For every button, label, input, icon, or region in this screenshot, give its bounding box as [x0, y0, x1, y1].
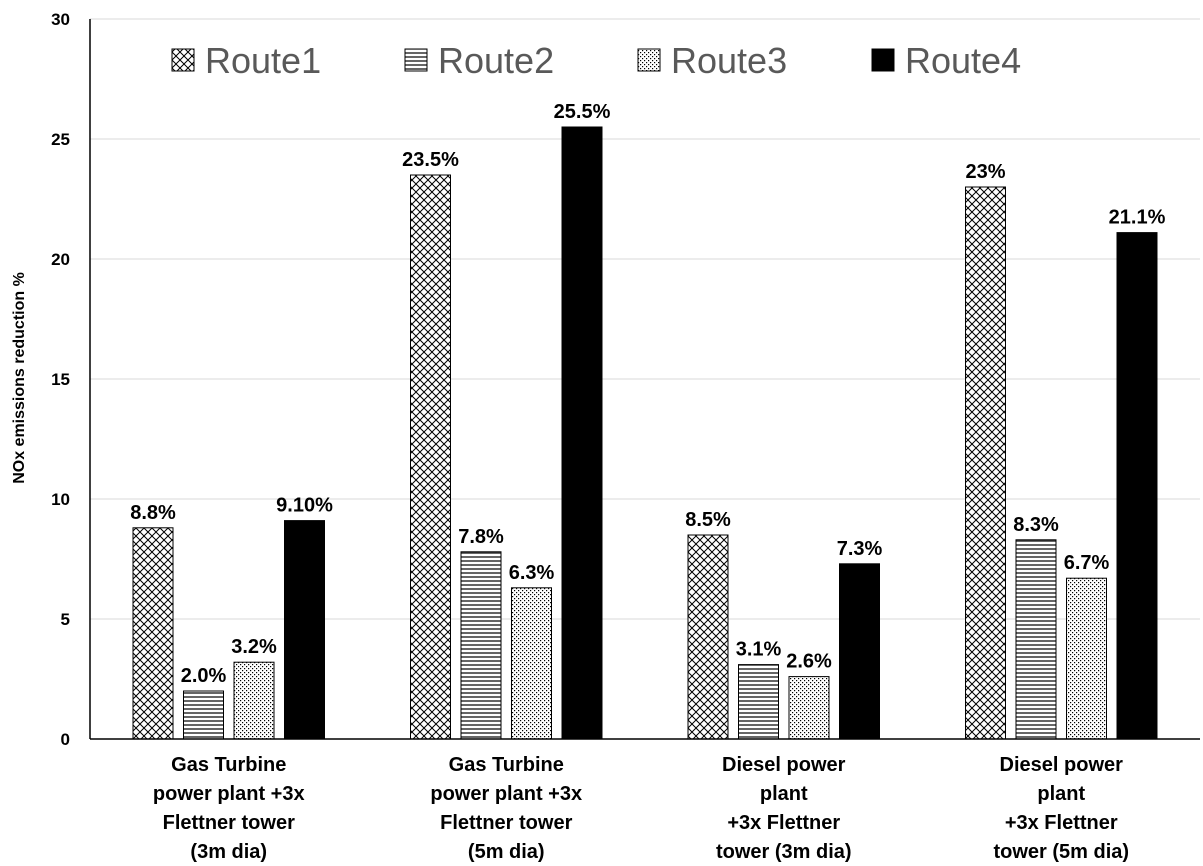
bar-route1-4 — [965, 186, 1006, 740]
bar-route3-2 — [511, 587, 552, 740]
y-tick-label: 15 — [51, 370, 70, 389]
category-label-line: power plant +3x — [430, 783, 582, 805]
bar-route1-1 — [132, 527, 174, 740]
data-label: 8.8% — [130, 502, 176, 524]
y-tick-label: 25 — [51, 130, 70, 149]
bar-route2-1 — [183, 690, 224, 740]
bar-route2-4 — [1015, 539, 1057, 740]
legend-swatch-route3 — [637, 48, 661, 72]
category-label-line: (5m dia) — [468, 841, 545, 863]
data-label: 6.3% — [509, 562, 555, 584]
data-labels: 8.8% 2.0%3.2% 9.10% 23.5% 7.8%6.3% 25.5% 8.5% 3… — [130, 101, 1165, 687]
data-label: 2.6% — [786, 651, 832, 673]
gridlines — [90, 18, 1200, 620]
bar-route4-2 — [561, 126, 603, 740]
bar-route3-4 — [1066, 577, 1107, 740]
bar-route1-3 — [687, 534, 729, 740]
legend-swatch-route4 — [871, 48, 895, 72]
bar-route3-1 — [233, 661, 275, 740]
category-label-line: plant — [1037, 783, 1085, 805]
data-label: 7.8% — [458, 526, 504, 548]
legend: Route1 Route2 Route3 Route4 — [171, 40, 1021, 81]
y-tick-label: 0 — [61, 730, 70, 749]
category-labels: Gas Turbine power plant +3x Flettner tower… — [153, 754, 1129, 863]
legend-label-route3: Route3 — [671, 40, 787, 81]
category-label-line: Flettner tower — [440, 812, 572, 834]
legend-swatch-route2 — [404, 48, 428, 72]
category-label-line: +3x Flettner — [727, 812, 840, 834]
bar-route3-3 — [788, 676, 830, 740]
y-axis-label: NOx emissions reduction % — [11, 272, 28, 484]
data-label: 21.1% — [1109, 207, 1166, 229]
data-label: 7.3% — [837, 538, 883, 560]
category-label-line: Diesel power — [722, 754, 846, 776]
category-label: Gas Turbine power plant +3x Flettner tower… — [153, 754, 305, 863]
category-label-line: plant — [760, 783, 808, 805]
category-label-line: +3x Flettner — [1005, 812, 1118, 834]
category-label-line: power plant +3x — [153, 783, 305, 805]
category-label-line: tower (3m dia) — [716, 841, 852, 863]
y-tick-label: 20 — [51, 250, 70, 269]
bar-route1-2 — [410, 174, 451, 740]
y-tick-labels: 0 5 10 15 20 25 30 — [51, 10, 70, 749]
category-label: Diesel power plant +3x Flettner tower (5m d… — [993, 754, 1129, 863]
y-tick-label: 5 — [61, 610, 70, 629]
data-label: 9.10% — [276, 495, 333, 517]
data-label: 8.3% — [1013, 514, 1059, 536]
bar-route4-1 — [284, 520, 325, 740]
category-label-line: tower (5m dia) — [993, 841, 1129, 863]
bars — [132, 126, 1158, 740]
data-label: 23.5% — [402, 149, 459, 171]
category-label-line: Diesel power — [1000, 754, 1124, 776]
data-label: 3.1% — [736, 639, 782, 661]
data-label: 23% — [965, 161, 1005, 183]
y-tick-label: 30 — [51, 10, 70, 29]
legend-swatch-route1 — [171, 48, 195, 72]
legend-label-route1: Route1 — [205, 40, 321, 81]
data-label: 25.5% — [554, 101, 611, 123]
data-label: 6.7% — [1064, 552, 1110, 574]
category-label-line: (3m dia) — [190, 841, 267, 863]
category-label: Diesel power plant +3x Flettner tower (3m d… — [716, 754, 852, 863]
bar-route4-3 — [839, 563, 880, 740]
category-label-line: Flettner tower — [163, 812, 295, 834]
y-tick-label: 10 — [51, 490, 70, 509]
legend-label-route2: Route2 — [438, 40, 554, 81]
axes — [89, 19, 1200, 740]
bar-route2-2 — [460, 551, 502, 740]
category-label-line: Gas Turbine — [449, 754, 564, 776]
data-label: 8.5% — [685, 509, 731, 531]
bar-route4-4 — [1116, 232, 1158, 740]
bar-route2-3 — [738, 664, 779, 740]
data-label: 3.2% — [231, 636, 277, 658]
data-label: 2.0% — [181, 665, 227, 687]
category-label-line: Gas Turbine — [171, 754, 286, 776]
legend-label-route4: Route4 — [905, 40, 1021, 81]
category-label: Gas Turbine power plant +3x Flettner tower… — [430, 754, 582, 863]
